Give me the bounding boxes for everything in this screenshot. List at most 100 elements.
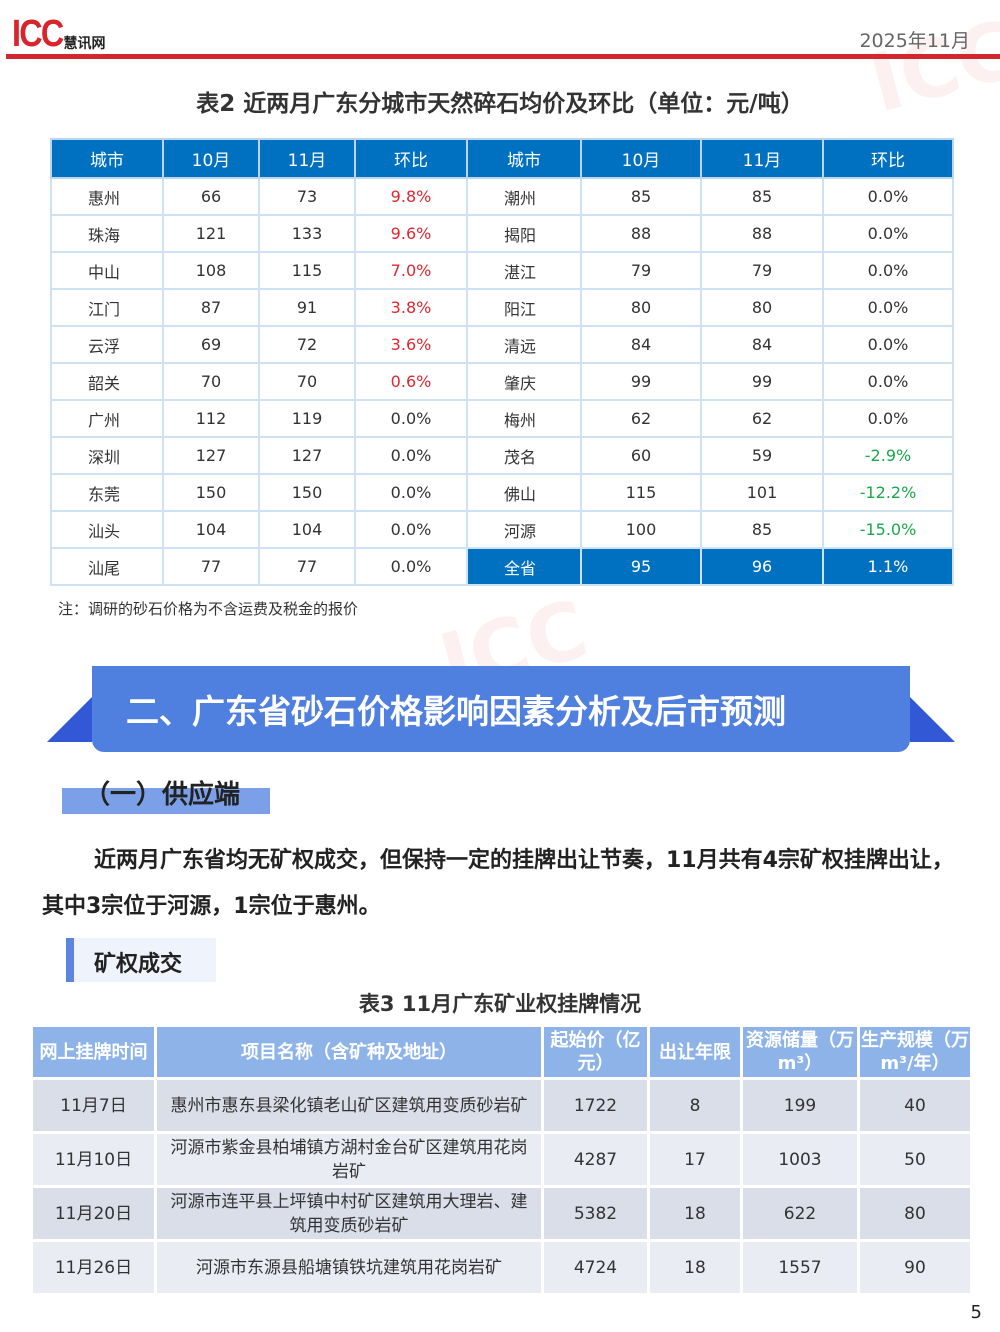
page-number: 5 [970, 1302, 982, 1323]
city-cell: 云浮 [50, 325, 164, 364]
start-price-cell: 1722 [541, 1077, 650, 1134]
city-cell: 珠海 [50, 214, 164, 253]
city-cell: 惠州 [50, 177, 164, 216]
term-cell: 17 [647, 1131, 743, 1188]
city-cell: 全省 [466, 547, 582, 586]
table2-title: 表2 近两月广东分城市天然碎石均价及环比（单位：元/吨） [196, 91, 804, 117]
capacity-cell: 50 [857, 1131, 973, 1188]
subheading-supply: （一）供应端 [84, 780, 241, 810]
city-cell: 清远 [466, 325, 582, 364]
change-cell: 0.0% [354, 547, 468, 586]
capacity-cell: 90 [857, 1239, 973, 1296]
subheading-mining-rights: 矿权成交 [94, 952, 183, 977]
reserves-cell: 199 [740, 1077, 860, 1134]
term-cell: 8 [647, 1077, 743, 1134]
change-cell: 0.0% [354, 436, 468, 475]
table-note: 注：调研的砂石价格为不含运费及税金的报价 [58, 600, 359, 618]
subheading-highlight [62, 788, 270, 814]
nov-price-cell: 77 [258, 547, 356, 586]
change-cell: 0.0% [822, 288, 954, 327]
term-cell: 18 [647, 1239, 743, 1296]
table-row: 韶关 70 70 0.6% 肇庆 99 99 0.0% [50, 362, 954, 401]
change-cell: 9.6% [354, 214, 468, 253]
table3-title: 表3 11月广东矿业权挂牌情况 [358, 992, 642, 1016]
city-cell: 韶关 [50, 362, 164, 401]
start-price-cell: 4724 [541, 1239, 650, 1296]
mining-rights-table: 网上挂牌时间 项目名称（含矿种及地址） 起始价（亿元） 出让年限 资源储量（万m³） 生产… [30, 1024, 973, 1296]
nov-price-cell: 84 [700, 325, 824, 364]
listing-date-cell: 11月10日 [30, 1131, 157, 1188]
change-cell: 0.0% [822, 325, 954, 364]
column-header: 环比 [354, 138, 468, 179]
city-cell: 汕尾 [50, 547, 164, 586]
banner-right-triangle [910, 697, 955, 742]
column-header: 环比 [822, 138, 954, 179]
nov-price-cell: 88 [700, 214, 824, 253]
column-header: 起始价（亿元） [541, 1024, 650, 1080]
nov-price-cell: 72 [258, 325, 356, 364]
change-cell: 0.0% [822, 362, 954, 401]
body-paragraph: 近两月广东省均无矿权成交，但保持一定的挂牌出让节奏，11月共有4宗矿权挂牌出让，… [42, 848, 954, 919]
city-cell: 中山 [50, 251, 164, 290]
oct-price-cell: 99 [580, 362, 702, 401]
nov-price-cell: 119 [258, 399, 356, 438]
nov-price-cell: 91 [258, 288, 356, 327]
nov-price-cell: 150 [258, 473, 356, 512]
column-header: 出让年限 [647, 1024, 743, 1080]
project-name-cell: 河源市紫金县柏埔镇方湖村金台矿区建筑用花岗岩矿 [154, 1131, 544, 1188]
city-cell: 茂名 [466, 436, 582, 475]
reserves-cell: 1557 [740, 1239, 860, 1296]
start-price-cell: 5382 [541, 1185, 650, 1242]
change-cell: 0.0% [354, 510, 468, 549]
city-cell: 广州 [50, 399, 164, 438]
column-header: 11月 [700, 138, 824, 179]
oct-price-cell: 127 [162, 436, 260, 475]
oct-price-cell: 69 [162, 325, 260, 364]
nov-price-cell: 101 [700, 473, 824, 512]
capacity-cell: 40 [857, 1077, 973, 1134]
header-date: 2025年11月 [859, 30, 970, 52]
column-header: 生产规模（万m³/年） [857, 1024, 973, 1080]
listing-date-cell: 11月20日 [30, 1185, 157, 1242]
banner-left-triangle [47, 697, 92, 742]
city-cell: 深圳 [50, 436, 164, 475]
reserves-cell: 1003 [740, 1131, 860, 1188]
table-row: 11月10日 河源市紫金县柏埔镇方湖村金台矿区建筑用花岗岩矿 4287 17 1003 5… [30, 1131, 973, 1188]
city-cell: 江门 [50, 288, 164, 327]
nov-price-cell: 62 [700, 399, 824, 438]
oct-price-cell: 100 [580, 510, 702, 549]
term-cell: 18 [647, 1185, 743, 1242]
subheading-box [66, 938, 216, 982]
city-cell: 梅州 [466, 399, 582, 438]
oct-price-cell: 112 [162, 399, 260, 438]
table-row: 11月26日 河源市东源县船塘镇铁坑建筑用花岗岩矿 4724 18 1557 90 [30, 1239, 973, 1296]
change-cell: 0.6% [354, 362, 468, 401]
city-cell: 汕头 [50, 510, 164, 549]
change-cell: 0.0% [822, 399, 954, 438]
change-cell: -2.9% [822, 436, 954, 475]
oct-price-cell: 80 [580, 288, 702, 327]
oct-price-cell: 115 [580, 473, 702, 512]
nov-price-cell: 99 [700, 362, 824, 401]
city-cell: 佛山 [466, 473, 582, 512]
column-header: 10月 [580, 138, 702, 179]
nov-price-cell: 127 [258, 436, 356, 475]
start-price-cell: 4287 [541, 1131, 650, 1188]
table-row: 广州 112 119 0.0% 梅州 62 62 0.0% [50, 399, 954, 438]
oct-price-cell: 87 [162, 288, 260, 327]
city-cell: 揭阳 [466, 214, 582, 253]
nov-price-cell: 79 [700, 251, 824, 290]
oct-price-cell: 85 [580, 177, 702, 216]
table-row: 汕尾 77 77 0.0% 全省 95 96 1.1% [50, 547, 954, 586]
nov-price-cell: 85 [700, 177, 824, 216]
project-name-cell: 河源市连平县上坪镇中村矿区建筑用大理岩、建筑用变质砂岩矿 [154, 1185, 544, 1242]
oct-price-cell: 77 [162, 547, 260, 586]
nov-price-cell: 133 [258, 214, 356, 253]
nov-price-cell: 96 [700, 547, 824, 586]
project-name-cell: 惠州市惠东县梁化镇老山矿区建筑用变质砂岩矿 [154, 1077, 544, 1134]
column-header: 10月 [162, 138, 260, 179]
city-cell: 肇庆 [466, 362, 582, 401]
table-row: 珠海 121 133 9.6% 揭阳 88 88 0.0% [50, 214, 954, 253]
oct-price-cell: 150 [162, 473, 260, 512]
column-header: 网上挂牌时间 [30, 1024, 157, 1080]
